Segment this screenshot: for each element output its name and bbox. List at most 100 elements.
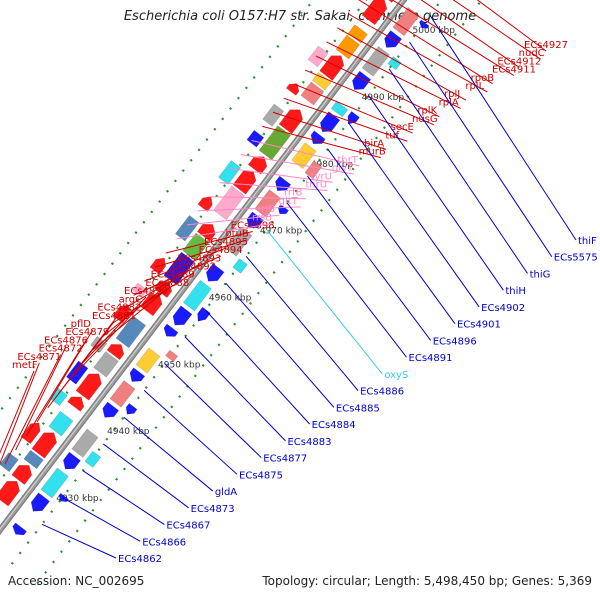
forward-gene-block	[319, 55, 345, 81]
reverse-gene-label: ECs4862	[118, 554, 162, 565]
reverse-label-leader	[143, 389, 238, 475]
reverse-gene-block	[197, 306, 211, 322]
reverse-feature-block	[392, 7, 420, 37]
forward-gene-label: rpoB	[471, 73, 495, 84]
forward-label-leader	[230, 168, 333, 183]
forward-label-leader	[272, 111, 387, 150]
reverse-gene-label: thiH	[505, 286, 526, 297]
forward-label-leader	[187, 214, 280, 226]
ruler-label: 4960 kbp	[209, 294, 252, 304]
forward-gene-label: thrT	[337, 155, 358, 166]
reverse-label-leader	[204, 309, 311, 425]
reverse-feature-block	[224, 226, 253, 257]
reverse-label-leader	[327, 148, 456, 324]
forward-feature-block	[213, 185, 245, 221]
forward-label-leader	[347, 13, 488, 93]
forward-label-leader	[219, 182, 328, 191]
forward-gene-label: ECs4927	[524, 40, 568, 51]
reverse-gene-label: ECs4886	[360, 387, 404, 398]
reverse-gene-label: oxyS	[384, 370, 408, 381]
reverse-label-leader	[82, 470, 165, 525]
forward-label-leader	[154, 239, 248, 268]
forward-label-leader	[208, 196, 307, 200]
forward-label-leader	[358, 0, 493, 85]
forward-gene-label: btuB	[225, 229, 249, 240]
forward-label-leader	[36, 329, 94, 423]
forward-gene-label: gltT	[279, 196, 299, 207]
forward-gene-block	[75, 373, 102, 401]
reverse-gene-block	[352, 70, 372, 90]
backbone	[0, 0, 407, 534]
forward-gene-block	[67, 396, 85, 412]
forward-label-leader	[337, 27, 467, 101]
reverse-gene-label: ECs4873	[191, 504, 235, 515]
forward-gene-block	[106, 344, 125, 361]
reverse-gene-label: ECs4866	[142, 537, 186, 548]
reverse-label-leader	[266, 229, 383, 375]
reverse-label-leader	[388, 68, 528, 274]
forward-gene-label: ECs4911	[492, 65, 536, 76]
ruler-label: 4980 kbp	[311, 160, 354, 170]
reverse-feature-block	[40, 467, 69, 499]
forward-gene-label: ECs4882	[97, 303, 141, 314]
forward-label-leader	[79, 296, 147, 366]
reverse-gene-label: ECs5575	[554, 253, 598, 264]
ruler-label: 4970 kbp	[260, 227, 303, 237]
reverse-feature-block	[109, 380, 136, 408]
reverse-gene-label: ECs4875	[239, 470, 283, 481]
forward-label-leader	[68, 305, 142, 381]
ruler-label: 4930 kbp	[56, 494, 99, 504]
forward-gene-label: ECs4881	[92, 311, 136, 322]
forward-label-leader	[176, 222, 275, 240]
reverse-gene-block	[30, 492, 50, 512]
reverse-label-leader	[307, 175, 432, 341]
reverse-gene-label: ECs4877	[263, 454, 307, 465]
reverse-gene-block	[63, 451, 81, 470]
forward-gene-block	[11, 465, 33, 485]
reverse-gene-label: ECs4902	[481, 303, 525, 314]
forward-gene-label: rrsB	[252, 212, 272, 223]
reverse-gene-label: ECs4867	[166, 521, 210, 532]
reverse-gene-block	[12, 522, 27, 536]
forward-feature-block	[175, 215, 200, 242]
forward-gene-label: birA	[364, 138, 384, 149]
forward-label-leader	[391, 0, 515, 77]
forward-label-leader	[476, 0, 547, 52]
reverse-feature-block	[135, 347, 161, 374]
forward-feature-block	[48, 410, 74, 437]
forward-label-leader	[0, 362, 40, 465]
reverse-label-leader	[429, 14, 577, 241]
forward-gene-block	[285, 83, 300, 96]
forward-feature-block	[163, 251, 195, 286]
reverse-gene-block	[246, 211, 264, 229]
forward-gene-label: rplK	[417, 106, 437, 117]
reverse-gene-block	[419, 19, 430, 29]
reverse-gene-label: gldA	[215, 487, 237, 498]
forward-label-leader	[283, 97, 408, 142]
forward-feature-block	[312, 72, 332, 91]
reverse-feature-block	[232, 258, 248, 274]
forward-feature-block	[182, 232, 210, 261]
reverse-label-leader	[286, 202, 407, 358]
forward-gene-label: rplA	[439, 97, 459, 108]
forward-feature-block	[307, 45, 329, 68]
forward-gene-label: glyT	[332, 163, 354, 174]
forward-gene-label: ECs4871	[17, 352, 61, 363]
forward-label-leader	[0, 370, 35, 454]
reverse-label-leader	[225, 282, 335, 408]
reverse-label-leader	[41, 523, 117, 559]
reverse-gene-label: ECs4901	[457, 320, 501, 331]
forward-feature-block	[132, 282, 148, 298]
reverse-gene-label: ECs4885	[336, 403, 380, 414]
reverse-gene-block	[163, 323, 179, 337]
reverse-gene-block	[347, 111, 360, 125]
forward-gene-label: ECs4898	[231, 221, 275, 232]
ruler-label: 4950 kbp	[158, 360, 201, 370]
forward-label-leader	[101, 280, 173, 338]
reverse-feature-block	[330, 100, 349, 118]
forward-label-leader	[420, 0, 520, 68]
forward-label-leader	[90, 288, 168, 352]
forward-gene-label: ECs4912	[497, 56, 541, 67]
forward-gene-label: metF	[12, 360, 38, 371]
forward-label-leader	[165, 231, 253, 254]
